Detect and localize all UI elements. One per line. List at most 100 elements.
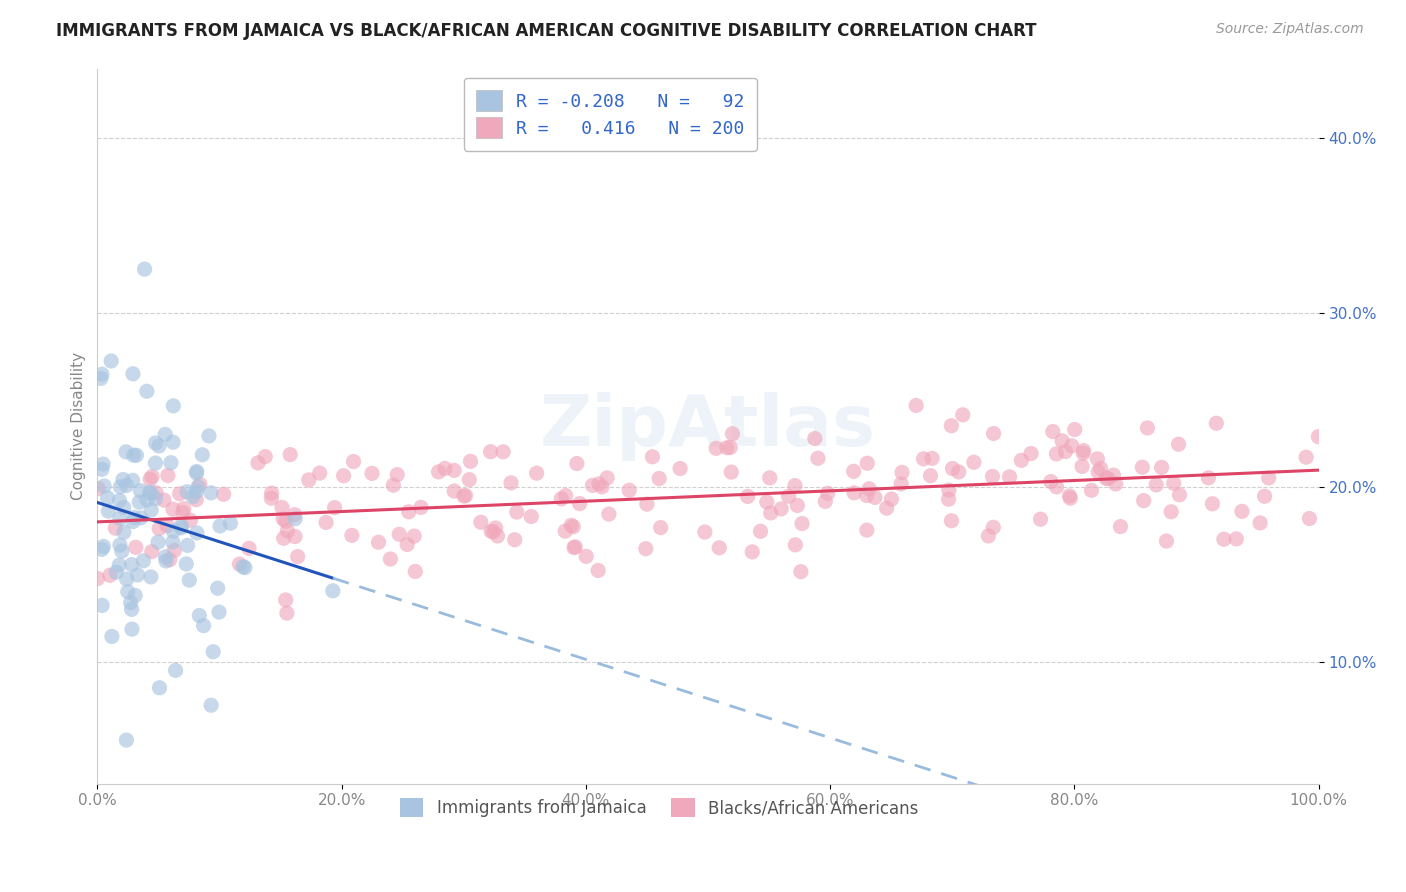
- Point: [284, 530, 307, 544]
- Point: [105, 566, 128, 580]
- Point: [1045, 447, 1067, 461]
- Point: [298, 473, 321, 487]
- Point: [669, 461, 692, 475]
- Point: [1295, 450, 1317, 465]
- Point: [741, 545, 763, 559]
- Point: [340, 528, 363, 542]
- Point: [1257, 471, 1279, 485]
- Point: [212, 487, 235, 501]
- Point: [856, 523, 879, 537]
- Point: [287, 549, 309, 564]
- Point: [141, 469, 163, 483]
- Point: [575, 549, 598, 564]
- Point: [276, 524, 298, 538]
- Point: [1230, 504, 1253, 518]
- Point: [163, 543, 186, 558]
- Point: [90, 371, 112, 385]
- Point: [108, 538, 131, 552]
- Point: [342, 454, 364, 468]
- Point: [165, 664, 187, 678]
- Point: [145, 436, 167, 450]
- Point: [1308, 430, 1330, 444]
- Point: [1071, 459, 1094, 474]
- Point: [1109, 519, 1132, 533]
- Point: [156, 468, 179, 483]
- Point: [564, 540, 586, 554]
- Point: [499, 475, 522, 490]
- Point: [108, 511, 131, 525]
- Point: [1050, 434, 1073, 448]
- Point: [238, 541, 260, 556]
- Point: [162, 535, 184, 549]
- Point: [565, 457, 588, 471]
- Point: [817, 486, 839, 500]
- Point: [108, 558, 131, 572]
- Point: [1073, 443, 1095, 458]
- Point: [98, 568, 121, 582]
- Point: [129, 483, 152, 498]
- Point: [173, 501, 195, 516]
- Point: [100, 354, 122, 368]
- Point: [115, 478, 138, 492]
- Point: [977, 529, 1000, 543]
- Point: [581, 478, 603, 492]
- Point: [891, 466, 914, 480]
- Point: [1160, 505, 1182, 519]
- Point: [721, 426, 744, 441]
- Point: [876, 501, 898, 516]
- Point: [191, 448, 214, 462]
- Point: [115, 572, 138, 586]
- Point: [91, 457, 114, 471]
- Point: [486, 529, 509, 543]
- Point: [983, 426, 1005, 441]
- Point: [208, 519, 231, 533]
- Point: [129, 511, 152, 525]
- Point: [479, 524, 502, 539]
- Point: [121, 474, 143, 488]
- Text: Source: ZipAtlas.com: Source: ZipAtlas.com: [1216, 22, 1364, 37]
- Point: [1201, 497, 1223, 511]
- Point: [260, 491, 283, 506]
- Point: [162, 524, 184, 539]
- Point: [1090, 461, 1112, 475]
- Point: [108, 493, 131, 508]
- Point: [1150, 460, 1173, 475]
- Point: [115, 445, 138, 459]
- Point: [1225, 532, 1247, 546]
- Point: [1102, 468, 1125, 483]
- Point: [172, 506, 194, 520]
- Legend: Immigrants from Jamaica, Blacks/African Americans: Immigrants from Jamaica, Blacks/African …: [392, 789, 927, 825]
- Point: [783, 478, 806, 492]
- Point: [208, 605, 231, 619]
- Point: [506, 505, 529, 519]
- Point: [503, 533, 526, 547]
- Point: [139, 570, 162, 584]
- Point: [322, 583, 344, 598]
- Point: [1042, 425, 1064, 439]
- Point: [591, 480, 613, 494]
- Point: [146, 535, 169, 549]
- Point: [718, 441, 741, 455]
- Point: [87, 482, 110, 496]
- Point: [153, 493, 176, 508]
- Point: [367, 535, 389, 549]
- Point: [122, 515, 145, 529]
- Point: [186, 484, 208, 499]
- Point: [1029, 512, 1052, 526]
- Point: [634, 541, 657, 556]
- Point: [554, 524, 576, 538]
- Point: [434, 461, 457, 475]
- Point: [912, 451, 935, 466]
- Point: [693, 524, 716, 539]
- Point: [332, 468, 354, 483]
- Point: [790, 565, 813, 579]
- Point: [188, 477, 211, 491]
- Point: [1197, 471, 1219, 485]
- Point: [716, 441, 738, 455]
- Point: [139, 485, 162, 500]
- Point: [1097, 471, 1119, 485]
- Point: [1130, 460, 1153, 475]
- Point: [110, 480, 132, 494]
- Point: [136, 492, 159, 507]
- Point: [186, 465, 208, 479]
